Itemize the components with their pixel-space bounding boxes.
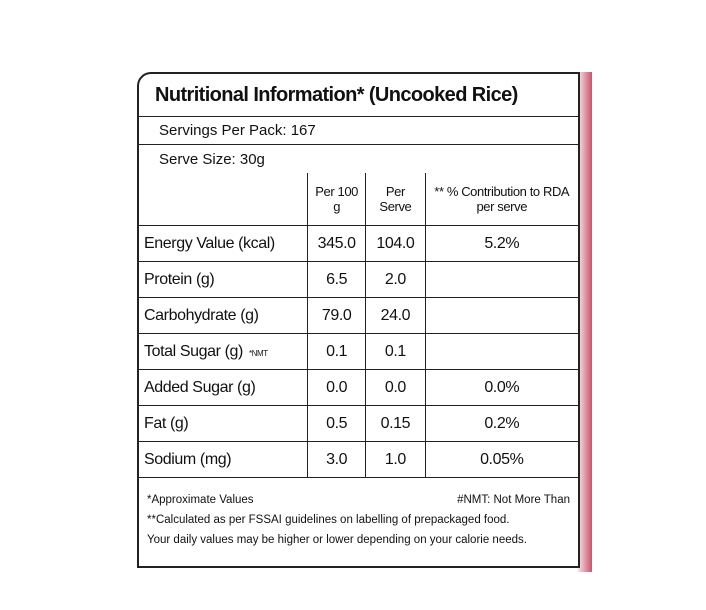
column-header: ** % Contribution to RDA per serve (424, 173, 578, 226)
value: 2.0 (384, 270, 406, 288)
nutrient-cell: Total Sugar (g) *NMT (139, 333, 308, 370)
value: 0.0% (484, 378, 520, 396)
serve-size: Serve Size: 30g (159, 150, 265, 168)
value: 345.0 (317, 234, 356, 252)
nutrition-table: Per 100 g Per Serve ** % Contribution to R… (139, 173, 578, 478)
value-cell: 0.0 (365, 369, 426, 406)
nutrient-name: Energy Value (kcal) (144, 234, 275, 252)
nutrient-row: Total Sugar (g) *NMT 0.1 0.1 (139, 333, 578, 370)
value-cell: 345.0 (306, 225, 367, 262)
nutrient-cell: Added Sugar (g) (139, 369, 308, 406)
value-cell: 6.5 (306, 261, 367, 298)
nutrient-cell: Fat (g) (139, 405, 308, 442)
nutrient-row: Added Sugar (g) 0.0 0.0 0.0% (139, 369, 578, 406)
nutrient-row: Sodium (mg) 3.0 1.0 0.05% (139, 441, 578, 478)
nutrient-row: Energy Value (kcal) 345.0 104.0 5.2% (139, 225, 578, 262)
value: 104.0 (376, 234, 415, 252)
nutrient-name: Total Sugar (g) (144, 342, 243, 360)
value-cell: 24.0 (365, 297, 426, 334)
value: 79.0 (321, 306, 352, 324)
nutrient-row: Protein (g) 6.5 2.0 (139, 261, 578, 298)
value: 0.1 (326, 342, 348, 360)
cell (139, 173, 308, 226)
nutrition-label: Nutritional Information* (Uncooked Rice)… (137, 72, 580, 568)
header-row: Per 100 g Per Serve ** % Contribution to R… (139, 173, 578, 226)
footnote: **Calculated as per FSSAI guidelines on … (147, 514, 510, 526)
value: 0.0 (384, 378, 406, 396)
nutrient-name: Carbohydrate (g) (144, 306, 259, 324)
nutrient-cell: Sodium (mg) (139, 441, 308, 478)
nutrient-cell: Carbohydrate (g) (139, 297, 308, 334)
footnote: Your daily values may be higher or lower… (147, 534, 527, 546)
value-cell: 5.2% (424, 225, 578, 262)
footnote: #NMT: Not More Than (457, 494, 570, 506)
value: 1.0 (384, 450, 406, 468)
value-cell: 0.5 (306, 405, 367, 442)
value: 6.5 (326, 270, 348, 288)
value-cell: 0.0 (306, 369, 367, 406)
column-header: Per 100 g (306, 173, 367, 226)
value: 3.0 (326, 450, 348, 468)
value-cell: 104.0 (365, 225, 426, 262)
value-cell: 2.0 (365, 261, 426, 298)
value: 0.15 (380, 414, 411, 432)
value-cell (424, 261, 578, 298)
value-cell: 0.0% (424, 369, 578, 406)
nutrient-row: Fat (g) 0.5 0.15 0.2% (139, 405, 578, 442)
value: 0.5 (326, 414, 348, 432)
column-header: Per Serve (365, 173, 426, 226)
servings: Servings Per Pack: 167 (139, 117, 578, 145)
title: Nutritional Information* (Uncooked Rice) (139, 74, 578, 117)
nutrient-cell: Protein (g) (139, 261, 308, 298)
value-cell (424, 297, 578, 334)
nutrient-row: Carbohydrate (g) 79.0 24.0 (139, 297, 578, 334)
nutrient-name: Added Sugar (g) (144, 378, 256, 396)
value-cell: 0.05% (424, 441, 578, 478)
value-cell: 79.0 (306, 297, 367, 334)
value: 0.1 (384, 342, 406, 360)
footnote: *Approximate Values (147, 494, 254, 506)
value-cell: 0.2% (424, 405, 578, 442)
value: 0.05% (480, 450, 524, 468)
value-cell: 0.1 (365, 333, 426, 370)
value-cell: 0.1 (306, 333, 367, 370)
package-edge (578, 72, 592, 572)
value: 5.2% (484, 234, 520, 252)
value: 24.0 (380, 306, 411, 324)
value-cell: 1.0 (365, 441, 426, 478)
nutrient-name: Fat (g) (144, 414, 189, 432)
value-cell: 0.15 (365, 405, 426, 442)
nutrient-note: *NMT (248, 348, 268, 358)
nutrient-name: Protein (g) (144, 270, 215, 288)
value: 0.0 (326, 378, 348, 396)
nutrient-name: Sodium (mg) (144, 450, 232, 468)
footer: *Approximate Values #NMT: Not More Than *… (139, 478, 578, 550)
nutrient-cell: Energy Value (kcal) (139, 225, 308, 262)
value: 0.2% (484, 414, 520, 432)
value-cell: 3.0 (306, 441, 367, 478)
value-cell (424, 333, 578, 370)
